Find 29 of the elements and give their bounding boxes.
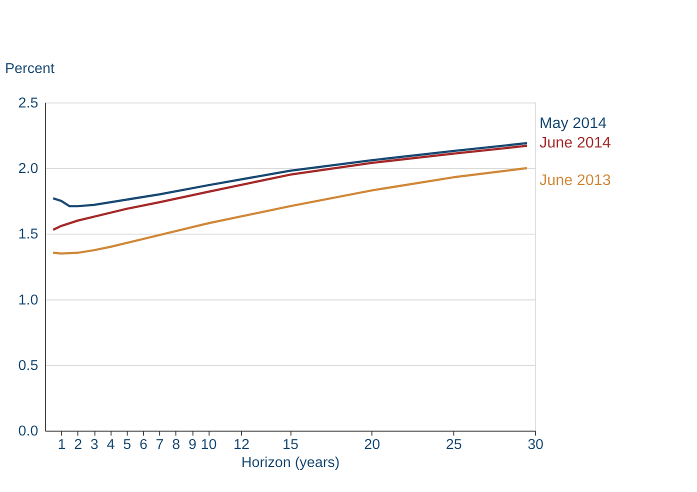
x-tick-label: 30 xyxy=(528,437,544,454)
x-tick-label: 2 xyxy=(74,437,82,454)
x-axis-title: Horizon (years) xyxy=(241,455,340,472)
y-tick-label: 1.0 xyxy=(18,292,38,308)
x-tick-label: 10 xyxy=(200,437,217,454)
series-label: June 2014 xyxy=(540,134,612,152)
y-tick-label: 1.5 xyxy=(18,226,38,243)
y-tick-label: 2.0 xyxy=(18,161,38,178)
x-tick-label: 20 xyxy=(364,437,380,454)
line-series xyxy=(52,166,528,255)
x-tick-label: 6 xyxy=(139,437,148,454)
line-series xyxy=(52,144,528,231)
x-tick-label: 1 xyxy=(58,437,66,454)
y-axis-title: Percent xyxy=(4,61,54,78)
line-series xyxy=(52,142,528,208)
y-tick-label: 0.0 xyxy=(18,424,38,440)
x-tick-label: 12 xyxy=(233,437,250,454)
x-tick-label: 3 xyxy=(90,437,98,454)
x-tick-label: 5 xyxy=(123,437,132,454)
series-label: June 2013 xyxy=(540,172,611,190)
x-tick-label: 15 xyxy=(282,437,298,454)
x-tick-label: 7 xyxy=(156,437,164,454)
x-tick-label: 4 xyxy=(106,437,115,454)
x-tick-label: 8 xyxy=(172,437,180,454)
series-label: May 2014 xyxy=(540,114,608,132)
y-tick-label: 2.5 xyxy=(18,95,38,112)
x-tick-label: 25 xyxy=(446,437,462,454)
y-tick-label: 0.5 xyxy=(18,358,38,374)
x-tick-label: 9 xyxy=(188,437,196,454)
